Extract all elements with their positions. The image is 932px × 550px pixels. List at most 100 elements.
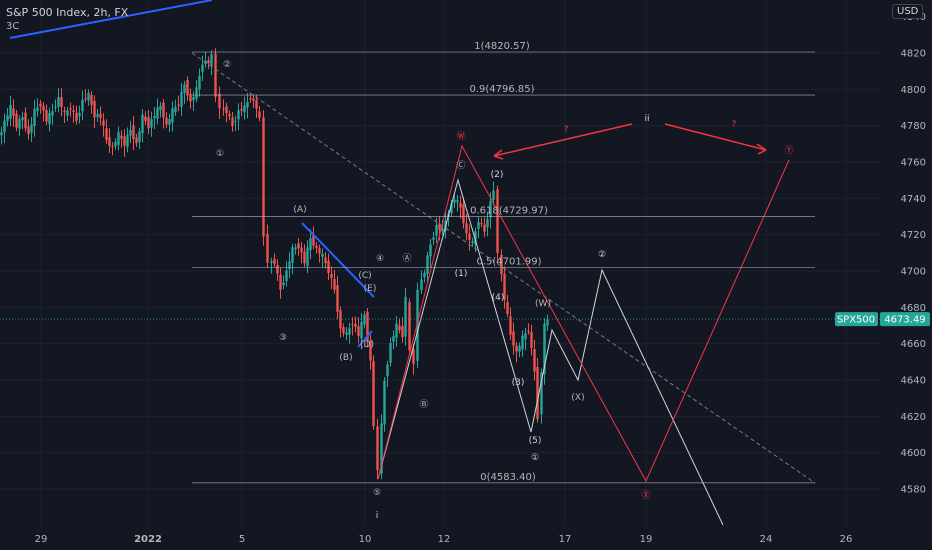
candle-body [96, 114, 99, 117]
candle-body [255, 100, 258, 109]
candle-body [117, 132, 120, 146]
red-arrow-left [493, 123, 633, 157]
candle-body [496, 189, 499, 253]
candle-body [36, 107, 39, 112]
fib-label: 0(4583.40) [480, 472, 536, 483]
candle-body [279, 274, 282, 290]
wave-label: ? [732, 120, 737, 130]
candle-body [327, 260, 330, 273]
wave-label: Ⓑ [419, 399, 428, 410]
white-wave-path [377, 178, 724, 526]
wave-label: Ⓐ [402, 253, 411, 264]
candle-body [270, 261, 273, 263]
candle-body [75, 112, 78, 121]
candle-body [63, 110, 66, 113]
y-tick-label: 4760 [901, 158, 926, 169]
candle-body [500, 254, 503, 275]
candle-body [111, 145, 114, 147]
candle-body [474, 231, 477, 245]
candle-body [102, 120, 105, 126]
candle-body [240, 109, 243, 111]
candle-body [503, 273, 506, 300]
y-tick-label: 4780 [901, 121, 926, 132]
candle-body [243, 105, 246, 113]
candle-body [336, 285, 339, 312]
candle-body [153, 116, 156, 119]
candle-body [530, 332, 533, 349]
candle-body [266, 233, 269, 263]
candle-body [90, 94, 93, 105]
candle-body [543, 323, 546, 374]
candle-body [6, 115, 9, 122]
candle-body [156, 107, 159, 119]
wave-label: (X) [571, 393, 584, 403]
y-tick-label: 4680 [901, 303, 926, 314]
candle-body [309, 238, 312, 251]
wave-label: ③ [279, 333, 287, 343]
x-tick-label: 10 [359, 534, 372, 545]
candle-body [18, 119, 21, 129]
candle-body [54, 106, 57, 109]
candle-body [423, 272, 426, 278]
candle-body [351, 324, 354, 326]
candle-body [483, 224, 486, 232]
candle-body [533, 349, 536, 372]
candle-body [342, 327, 345, 334]
candle-body [141, 114, 144, 134]
wave-label: (5) [529, 436, 542, 446]
red-arrowhead-left [493, 149, 504, 160]
x-tick-label: 5 [239, 534, 245, 545]
candle-body [477, 222, 480, 229]
candle-body [93, 100, 96, 118]
candle-body [105, 128, 108, 141]
grid-lines [0, 0, 880, 525]
candle-body [180, 91, 183, 107]
y-tick-label: 4600 [901, 448, 926, 459]
candle-body [276, 264, 279, 274]
candle-body [249, 98, 252, 100]
candle-body [258, 111, 261, 118]
red-wave-path [377, 144, 790, 483]
x-tick-label: 2022 [134, 534, 162, 545]
candle-body [312, 235, 315, 246]
wave-label: ① [531, 453, 539, 463]
fib-label: 1(4820.57) [474, 41, 530, 52]
candle-body [262, 117, 265, 237]
candle-body [432, 237, 435, 240]
candle-body [114, 141, 117, 147]
candle-body [524, 333, 527, 340]
candle-body [294, 247, 297, 250]
candle-body [315, 245, 318, 248]
candle-body [174, 106, 177, 113]
wave-label: (W) [535, 299, 551, 309]
candle-body [3, 120, 6, 133]
chart-subtitle: 3C [6, 21, 20, 32]
wave-label: (A) [293, 205, 306, 215]
candle-body [66, 110, 69, 116]
last-price-tag-bg [880, 312, 930, 327]
y-axis: 4820 4800 4780 4760 4740 4720 4700 4680 4660 4640… [0, 12, 930, 496]
wave-label: ② [598, 250, 606, 260]
candle-body [450, 203, 453, 214]
wave-label: i [376, 511, 379, 521]
candle-body [468, 233, 471, 240]
candle-body [486, 219, 489, 228]
candle-body [48, 113, 51, 125]
candle-body [408, 302, 411, 351]
candle-body [456, 200, 459, 203]
candle-body [183, 84, 186, 93]
currency-button[interactable]: USD [892, 4, 924, 19]
candle-body [489, 201, 492, 218]
candle-body [234, 121, 237, 123]
fib-label: 0.5(4701.99) [476, 256, 541, 267]
candle-body [168, 119, 171, 125]
candle-body [195, 87, 198, 99]
candle-body [228, 114, 231, 117]
candle-body [404, 296, 407, 337]
candle-body [521, 335, 524, 350]
candle-body [78, 112, 81, 117]
wave-label: Ⓒ [456, 160, 465, 171]
y-tick-label: 4620 [901, 412, 926, 423]
candle-body [57, 97, 60, 107]
candle-body [246, 102, 249, 108]
